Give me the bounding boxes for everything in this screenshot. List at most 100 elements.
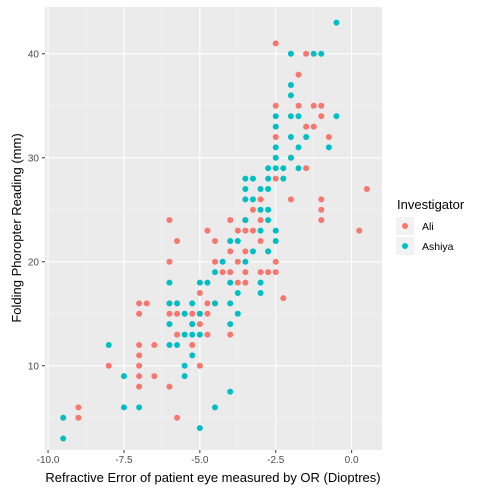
data-point-ashiya [325,144,332,151]
data-point-ali [212,258,219,265]
data-point-ali [310,102,317,109]
data-point-ashiya [280,165,287,172]
x-axis-ticks: -10.0 -7.5 -5.0 -2.5 0.0 [37,450,359,466]
data-point-ashiya [272,113,279,120]
data-point-ali [242,279,249,286]
legend: Investigator Ali Ashiya [396,197,465,255]
data-point-ashiya [196,425,203,432]
data-point-ali [174,331,181,338]
data-point-ashiya [181,362,188,369]
data-point-ali [136,341,143,348]
data-point-ali [257,196,264,203]
data-point-ashiya [265,185,272,192]
data-point-ashiya [166,279,173,286]
data-point-ashiya [189,321,196,328]
legend-label-ali: Ali [422,221,434,233]
data-point-ali [318,113,325,120]
data-point-ali [174,414,181,421]
data-point-ashiya [242,185,249,192]
data-point-ali [356,227,363,234]
data-point-ashiya [227,237,234,244]
data-point-ashiya [212,269,219,276]
data-point-ashiya [287,81,294,88]
data-point-ashiya [234,237,241,244]
data-point-ashiya [265,175,272,182]
data-point-ali [234,258,241,265]
data-point-ashiya [120,373,127,380]
data-point-ashiya [60,435,67,442]
data-point-ashiya [234,289,241,296]
data-point-ashiya [136,404,143,411]
data-point-ashiya [227,300,234,307]
data-point-ali [303,165,310,172]
data-point-ali [325,133,332,140]
data-point-ali [196,289,203,296]
data-point-ali [204,331,211,338]
data-point-ali [136,300,143,307]
data-point-ashiya [280,175,287,182]
legend-label-ashiya: Ashiya [422,241,454,253]
data-point-ali [318,217,325,224]
data-point-ashiya [257,206,264,213]
data-point-ali [280,295,287,302]
data-point-ashiya [120,404,127,411]
data-point-ali [257,237,264,244]
y-axis-ticks: 10 20 30 40 [28,49,45,372]
data-point-ashiya [196,310,203,317]
data-point-ashiya [189,331,196,338]
data-point-ashiya [196,331,203,338]
data-point-ashiya [242,196,249,203]
data-point-ashiya [242,217,249,224]
data-point-ashiya [257,185,264,192]
data-point-ashiya [212,300,219,307]
data-point-ashiya [287,113,294,120]
data-point-ashiya [257,227,264,234]
data-point-ali [303,50,310,57]
data-point-ali [272,102,279,109]
legend-title: Investigator [397,197,465,212]
data-point-ashiya [272,144,279,151]
data-point-ali [196,321,203,328]
data-point-ali [75,414,82,421]
data-point-ali [166,217,173,224]
x-axis-title: Refractive Error of patient eye measured… [45,470,380,485]
data-point-ashiya [257,279,264,286]
data-point-ali [318,102,325,109]
data-point-ali [242,248,249,255]
data-point-ali [318,206,325,213]
data-point-ali [204,227,211,234]
data-point-ali [265,269,272,276]
data-point-ashiya [105,341,112,348]
data-point-ashiya [287,154,294,161]
data-point-ashiya [318,50,325,57]
data-point-ashiya [166,341,173,348]
data-point-ashiya [303,133,310,140]
data-point-ashiya [333,19,340,26]
data-point-ashiya [265,248,272,255]
y-axis-title: Folding Phoropter Reading (mm) [9,133,24,322]
data-point-ashiya [272,154,279,161]
data-point-ashiya [196,279,203,286]
data-point-ali [174,310,181,317]
data-point-ashiya [272,123,279,130]
data-point-ali [227,269,234,276]
data-point-ashiya [295,165,302,172]
data-point-ashiya [242,258,249,265]
data-point-ali [136,383,143,390]
data-point-ali [151,341,158,348]
data-point-ashiya [166,321,173,328]
data-point-ashiya [174,341,181,348]
data-point-ashiya [219,258,226,265]
data-point-ali [219,269,226,276]
data-point-ali [272,40,279,47]
data-point-ali [151,373,158,380]
data-point-ali [272,258,279,265]
data-point-ali [166,310,173,317]
data-point-ali [174,237,181,244]
data-point-ali [75,404,82,411]
data-point-ashiya [295,113,302,120]
data-point-ashiya [204,279,211,286]
data-point-ashiya [272,237,279,244]
data-point-ali [136,373,143,380]
